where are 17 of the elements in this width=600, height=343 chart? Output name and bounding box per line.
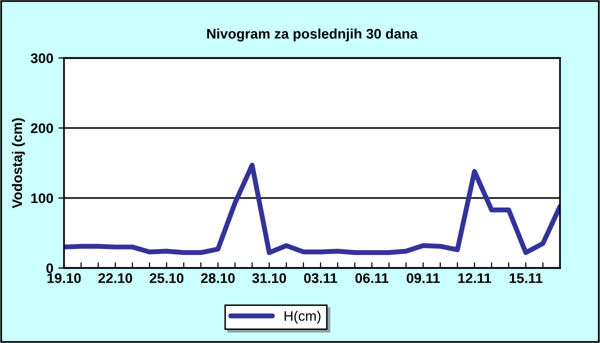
x-tick-label: 15.11 [510,273,542,284]
y-axis-title: Vodostaj (cm) [12,118,25,208]
x-tick-label: 28.10 [201,273,235,284]
x-tick-label: 25.10 [150,273,184,284]
y-tick-label: 200 [30,123,54,134]
y-tick-label: 300 [30,53,54,64]
x-tick-label: 31.10 [252,273,286,284]
chart-title: Nivogram za poslednjih 30 dana [207,28,418,42]
legend-label: H(cm) [284,310,320,324]
x-tick-label: 22.10 [98,273,132,284]
x-tick-label: 09.11 [406,273,440,284]
y-tick-label: 100 [31,193,54,204]
x-tick-label: 19.10 [48,273,81,284]
x-tick-label: 12.11 [458,273,492,283]
x-tick-label: 06.11 [355,273,388,284]
x-tick-label: 03.11 [304,273,338,284]
y-tick-label: 0 [46,263,54,274]
